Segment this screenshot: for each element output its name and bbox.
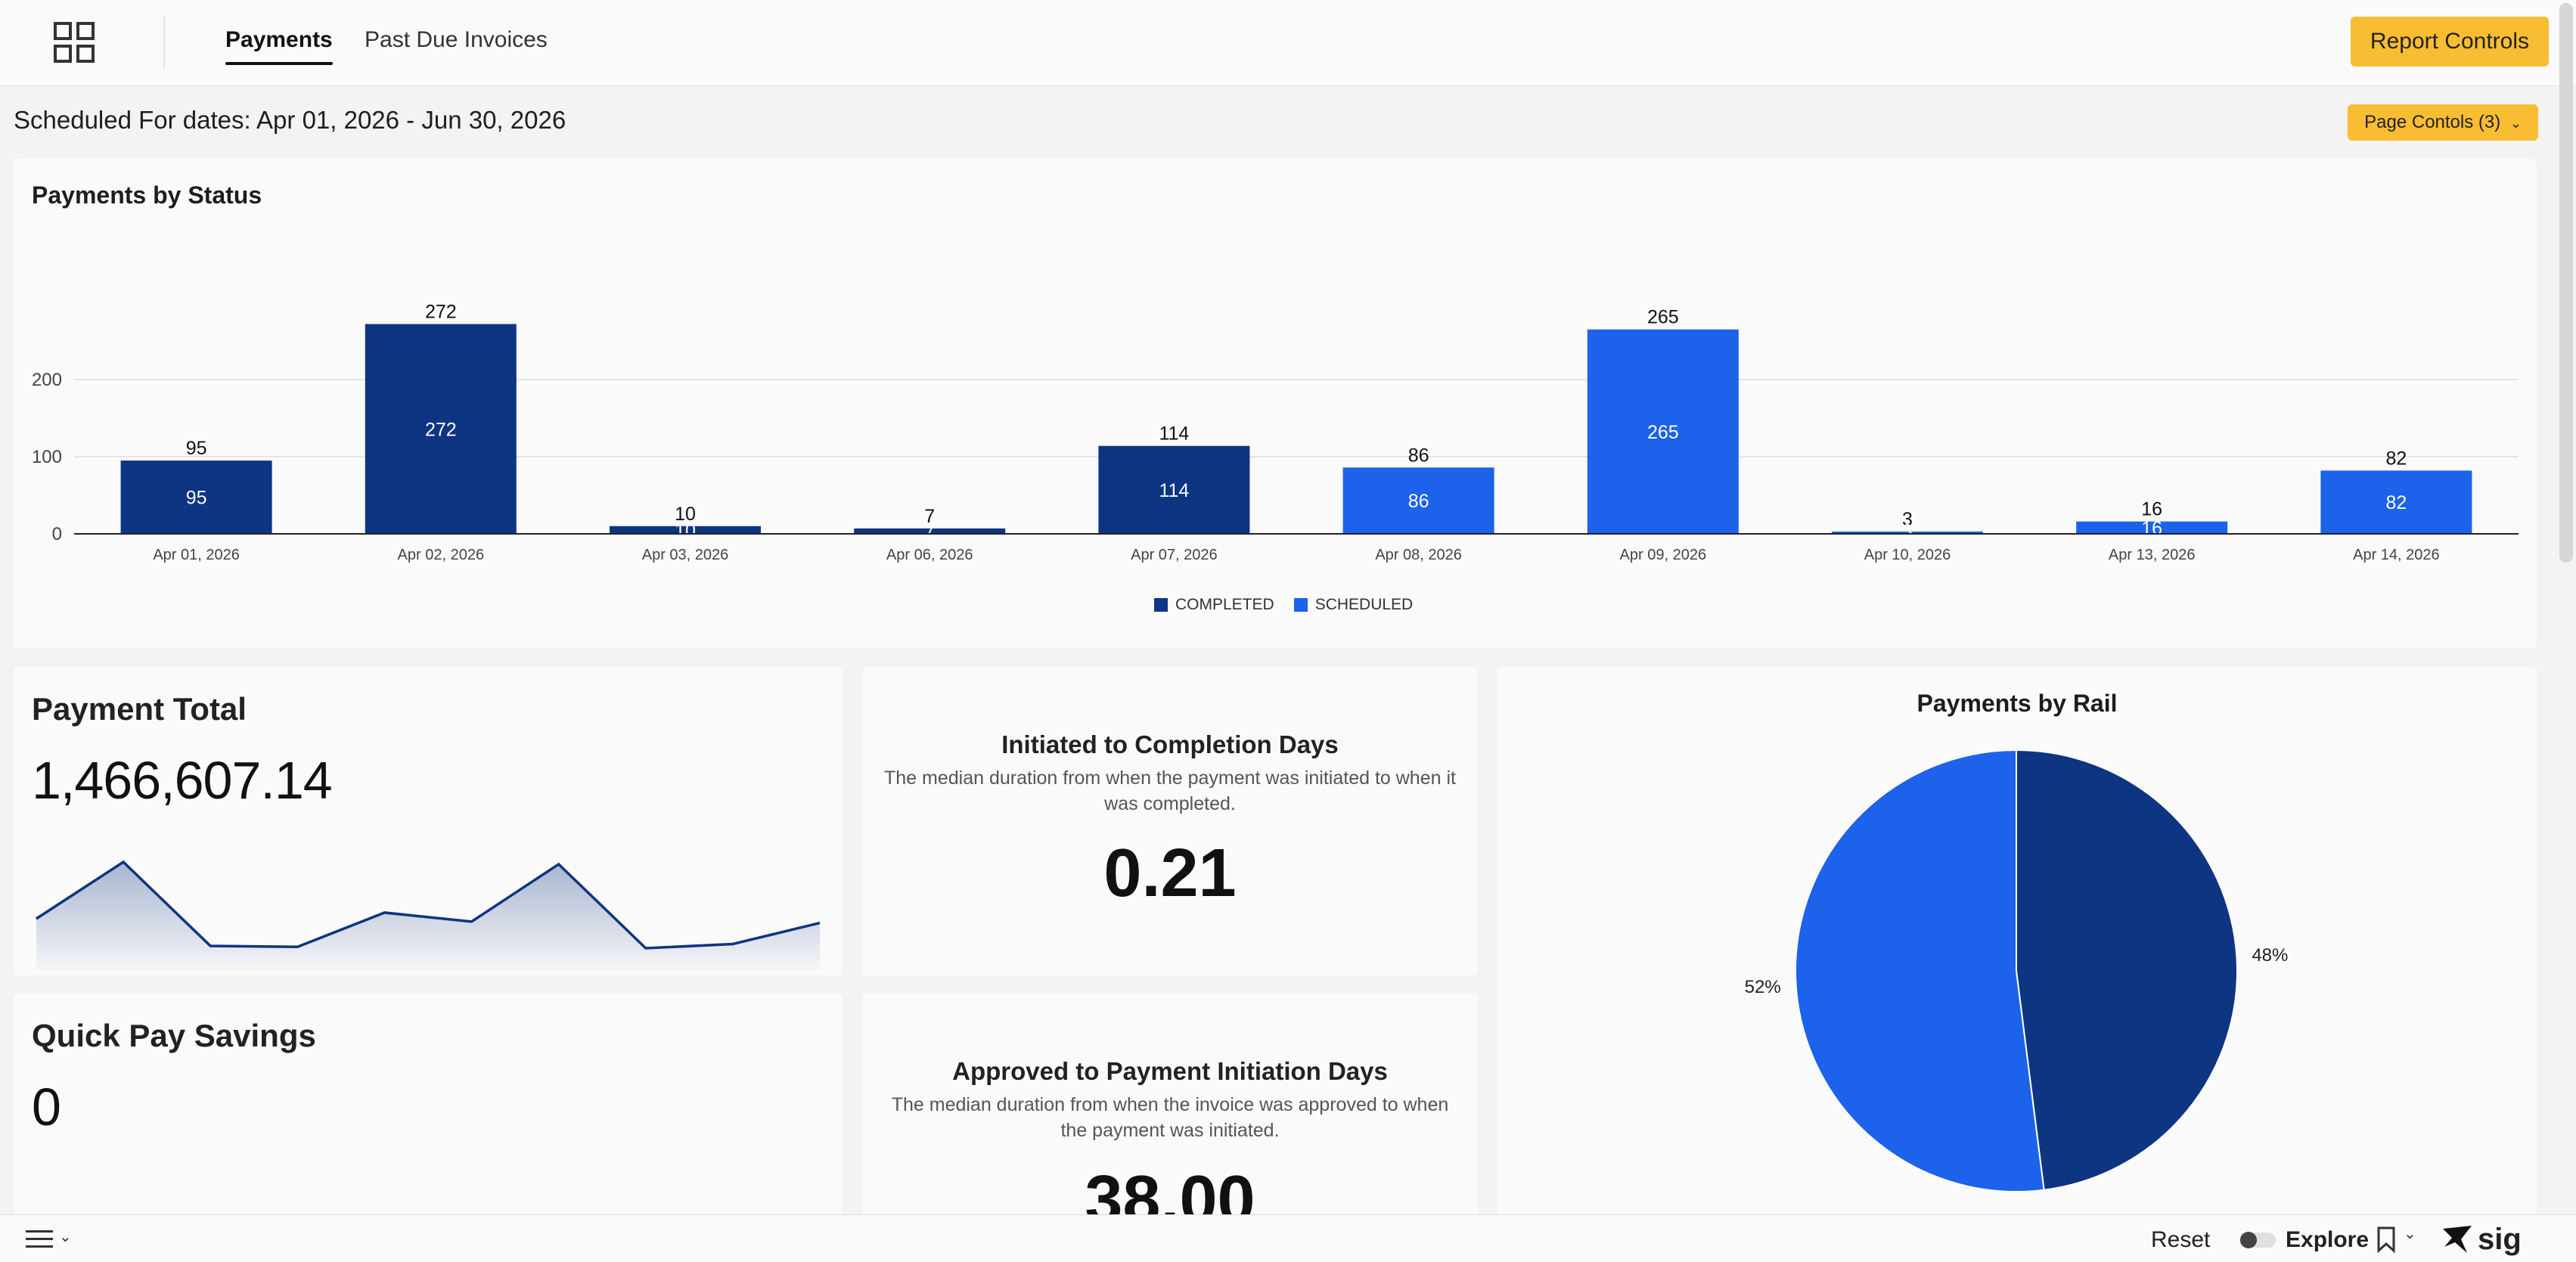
bar-value-label: 7 xyxy=(924,506,935,527)
bar-inner-label: 265 xyxy=(1647,422,1679,443)
bar-inner-label: 16 xyxy=(2141,518,2162,539)
chevron-down-icon: ⌄ xyxy=(59,1229,72,1245)
bar xyxy=(1587,329,1739,534)
legend-label-scheduled: SCHEDULED xyxy=(1314,596,1414,613)
hamburger-menu-icon xyxy=(26,1230,53,1248)
report-controls-button[interactable]: Report Controls xyxy=(2350,17,2549,67)
toggle-switch-icon[interactable] xyxy=(2239,1230,2277,1250)
bar xyxy=(610,526,761,534)
y-tick-label: 0 xyxy=(52,524,62,544)
bar xyxy=(365,324,517,534)
initiated-to-completion-description: The median duration from when the paymen… xyxy=(884,767,1456,814)
bar xyxy=(120,460,272,534)
apps-grid-icon[interactable] xyxy=(53,21,95,64)
vertical-scrollbar[interactable] xyxy=(2559,3,2573,563)
pie-chart-title: Payments by Rail xyxy=(1916,690,2118,717)
approved-to-initiation-description: The median duration from when the invoic… xyxy=(891,1094,1449,1141)
x-tick-label: Apr 01, 2026 xyxy=(153,547,240,563)
x-tick-label: Apr 09, 2026 xyxy=(1620,547,1707,563)
bar-value-label: 265 xyxy=(1647,307,1679,328)
chevron-down-icon[interactable]: ⌄ xyxy=(2404,1226,2416,1242)
sparkline-area xyxy=(36,862,820,971)
bar-inner-label: 95 xyxy=(186,488,207,509)
approved-to-initiation-title: Approved to Payment Initiation Days xyxy=(952,1057,1388,1085)
bar xyxy=(1832,531,1983,534)
initiated-to-completion-title: Initiated to Completion Days xyxy=(1001,730,1339,758)
bar-chart-title: Payments by Status xyxy=(32,181,262,209)
approved-to-initiation-card: Approved to Payment Initiation Days The … xyxy=(862,994,1478,1238)
payment-total-value: 1,466,607.14 xyxy=(32,751,333,810)
initiated-to-completion-value: 0.21 xyxy=(1103,836,1237,911)
page-controls-label: Page Contols (3) xyxy=(2364,112,2501,132)
quick-pay-savings-card: Quick Pay Savings 0 xyxy=(14,994,843,1220)
tab-payments[interactable]: Payments xyxy=(225,27,333,65)
bar-inner-label: 114 xyxy=(1159,480,1189,501)
top-navigation-bar: Payments Past Due Invoices Report Contro… xyxy=(0,0,2576,86)
pie-slice xyxy=(2016,749,2238,1191)
chevron-down-icon: ⌄ xyxy=(2509,116,2522,131)
payment-total-title: Payment Total xyxy=(32,691,247,727)
menu-button[interactable]: ⌄ xyxy=(26,1229,72,1254)
y-tick-label: 200 xyxy=(32,370,62,390)
bar-inner-label: 7 xyxy=(924,521,935,542)
page-controls-button[interactable]: Page Contols (3) ⌄ xyxy=(2348,104,2538,141)
pie-slice xyxy=(1795,749,2045,1192)
x-tick-label: Apr 14, 2026 xyxy=(2353,547,2440,563)
bar xyxy=(2320,470,2472,534)
bottom-toolbar: ⌄ Reset Explore ⌄ sig xyxy=(0,1214,2576,1262)
bar-inner-label: 3 xyxy=(1902,521,1913,542)
bar-value-label: 114 xyxy=(1159,423,1189,445)
bar-value-label: 272 xyxy=(425,302,457,323)
bar-inner-label: 10 xyxy=(675,520,696,541)
brand-logo-icon xyxy=(2443,1226,2472,1253)
bar xyxy=(2076,521,2228,534)
y-tick-label: 100 xyxy=(32,447,62,467)
bar-inner-label: 82 xyxy=(2385,492,2407,513)
legend-swatch-completed xyxy=(1154,598,1168,612)
reset-button[interactable]: Reset xyxy=(2151,1227,2211,1252)
payments-by-status-chart: 0 100 200 95 95 Apr 01, 2026 272 272 Apr 02, 202… xyxy=(32,302,2519,563)
pie-slice-label: 52% xyxy=(1745,977,1781,997)
bar-value-label: 82 xyxy=(2385,448,2407,469)
payment-total-card: Payment Total 1,466,607.14 xyxy=(14,667,843,975)
quick-pay-savings-value: 0 xyxy=(32,1078,61,1136)
date-range-text: Scheduled For dates: Apr 01, 2026 - Jun … xyxy=(14,106,566,134)
bar-inner-label: 86 xyxy=(1408,491,1429,512)
bar-value-label: 10 xyxy=(675,504,696,525)
payment-total-sparkline xyxy=(36,860,821,971)
legend-swatch-scheduled xyxy=(1293,598,1308,612)
bookmark-icon[interactable] xyxy=(2375,1226,2398,1253)
bar xyxy=(1342,467,1494,534)
quick-pay-savings-title: Quick Pay Savings xyxy=(32,1018,316,1053)
x-tick-label: Apr 13, 2026 xyxy=(2109,547,2196,563)
legend-label-completed: COMPLETED xyxy=(1175,596,1274,613)
bar-value-label: 3 xyxy=(1902,509,1913,530)
x-tick-label: Apr 02, 2026 xyxy=(398,547,485,563)
x-tick-label: Apr 03, 2026 xyxy=(642,547,729,563)
bar-value-label: 95 xyxy=(186,438,207,459)
bar-value-label: 86 xyxy=(1408,445,1429,466)
x-tick-label: Apr 08, 2026 xyxy=(1375,547,1462,563)
x-tick-label: Apr 07, 2026 xyxy=(1131,547,1218,563)
sparkline-line xyxy=(36,860,821,950)
payments-by-rail-card: Payments by Rail 48% 52% xyxy=(1497,667,2537,1220)
tab-past-due-invoices[interactable]: Past Due Invoices xyxy=(365,27,548,52)
bar-chart-legend: COMPLETED SCHEDULED xyxy=(1154,596,1413,614)
bar xyxy=(1098,445,1250,534)
x-tick-label: Apr 10, 2026 xyxy=(1864,547,1951,563)
bar-value-label: 16 xyxy=(2141,499,2162,520)
legend-item-scheduled[interactable]: SCHEDULED xyxy=(1293,596,1414,614)
bar xyxy=(854,528,1006,534)
payments-by-status-card: Payments by Status 0 100 200 95 95 Apr 01, 20… xyxy=(14,159,2537,649)
legend-item-completed[interactable]: COMPLETED xyxy=(1154,596,1274,614)
brand-text: sig xyxy=(2478,1223,2522,1256)
bar-inner-label: 272 xyxy=(425,419,457,440)
explore-label[interactable]: Explore xyxy=(2286,1227,2370,1252)
x-tick-label: Apr 06, 2026 xyxy=(886,547,973,563)
payments-by-rail-chart: 48% 52% xyxy=(1745,749,2288,1192)
initiated-to-completion-card: Initiated to Completion Days The median … xyxy=(862,667,1478,975)
pie-slice-label: 48% xyxy=(2252,945,2288,966)
topbar-divider xyxy=(163,15,165,68)
